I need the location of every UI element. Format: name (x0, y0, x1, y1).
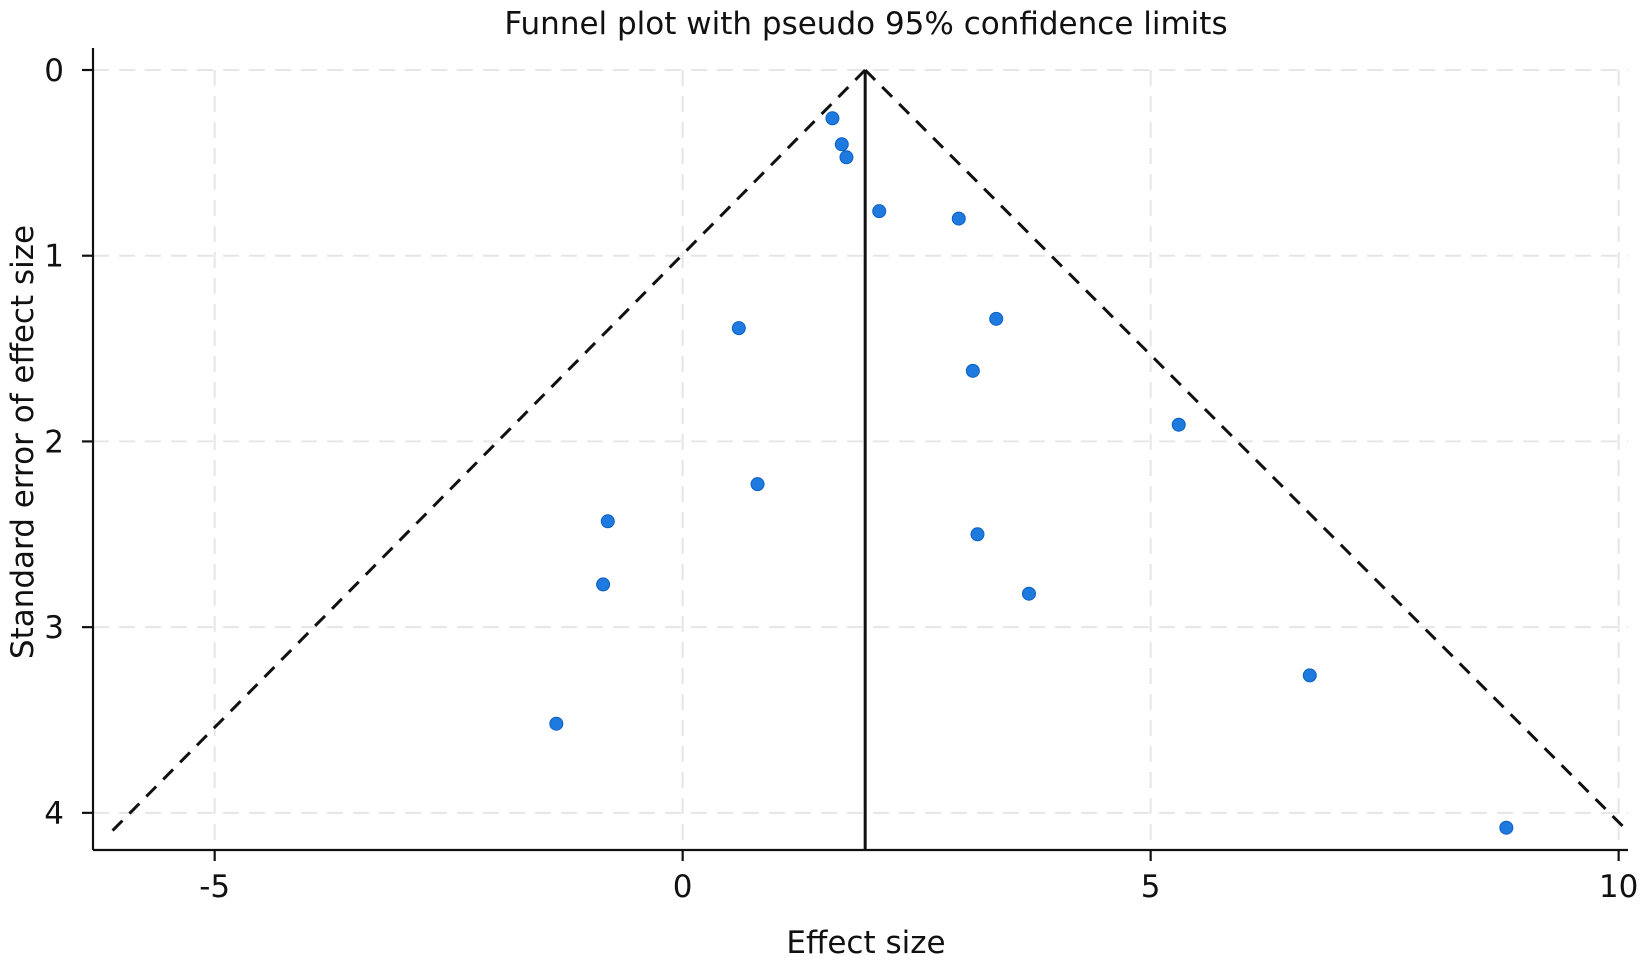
funnel-layer (110, 68, 1630, 850)
x-tick-label-5: 5 (1141, 869, 1161, 905)
study-point-14 (1021, 586, 1036, 601)
left-confidence-limit-line (110, 68, 867, 833)
y-tick-label-4: 4 (44, 796, 64, 832)
study-point-13 (596, 577, 611, 592)
study-point-9 (1171, 417, 1186, 432)
study-point-12 (970, 527, 985, 542)
study-point-2 (834, 137, 849, 152)
study-point-7 (989, 311, 1004, 326)
study-point-5 (951, 211, 966, 226)
study-point-4 (872, 204, 887, 219)
study-point-1 (825, 111, 840, 126)
y-tick-label-1: 1 (44, 239, 64, 275)
y-axis-label: Standard error of effect size (5, 225, 41, 659)
grid-layer (93, 69, 1628, 850)
axis-layer: -5 0 5 10 0 1 2 3 4 (44, 48, 1638, 905)
study-point-11 (600, 514, 615, 529)
x-axis-label: Effect size (786, 925, 945, 961)
study-point-8 (965, 363, 980, 378)
study-point-10 (750, 477, 765, 492)
chart-title: Funnel plot with pseudo 95% confidence l… (504, 6, 1227, 42)
point-layer (549, 111, 1514, 835)
y-tick-label-0: 0 (44, 53, 64, 89)
x-tick-label-10: 10 (1599, 869, 1638, 905)
study-point-16 (549, 716, 564, 731)
y-tick-label-3: 3 (44, 610, 64, 646)
study-point-3 (839, 150, 854, 165)
x-tick-label-0: 0 (673, 869, 693, 905)
study-point-17 (1499, 820, 1514, 835)
study-point-15 (1302, 668, 1317, 683)
y-tick-label-2: 2 (44, 424, 64, 460)
x-tick-label--5: -5 (199, 869, 230, 905)
right-confidence-limit-line (864, 68, 1630, 833)
study-point-6 (731, 321, 746, 336)
